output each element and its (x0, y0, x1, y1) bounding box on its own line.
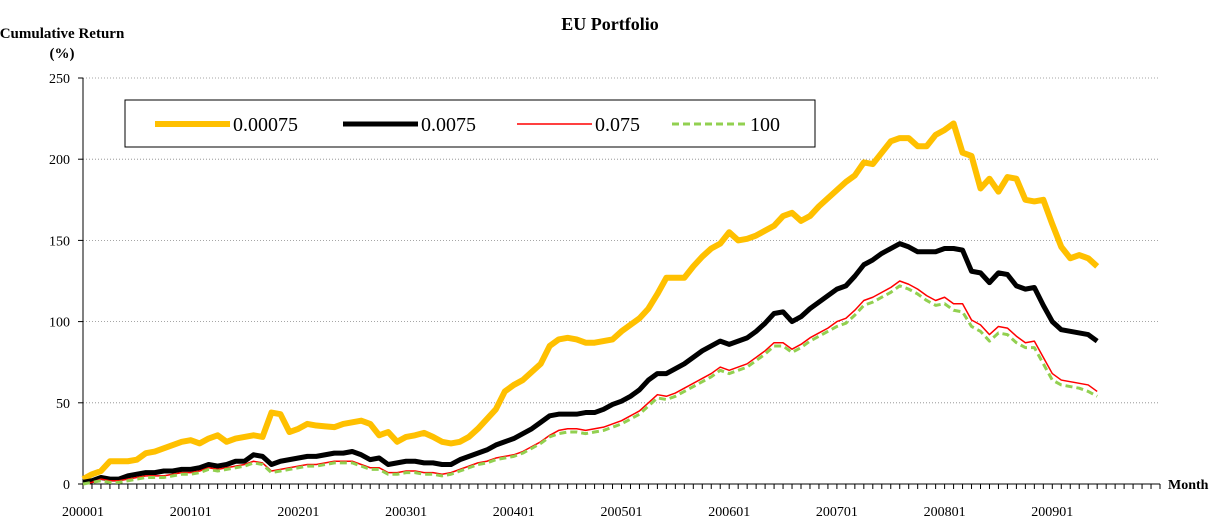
x-tick-label: 200601 (708, 505, 750, 520)
x-tick-label: 200401 (493, 505, 535, 520)
x-axis-label: Month (1168, 478, 1209, 493)
legend-label: 0.00075 (233, 114, 298, 136)
y-tick-label: 50 (56, 397, 70, 412)
x-tick-label: 200801 (924, 505, 966, 520)
legend-label: 0.0075 (421, 114, 476, 136)
legend-label: 100 (750, 114, 780, 136)
series-line (82, 284, 1098, 486)
x-tick-label: 200301 (385, 505, 427, 520)
x-tick-label: 200901 (1031, 505, 1073, 520)
x-tick-label: 200701 (816, 505, 858, 520)
x-tick-label: 200201 (277, 505, 319, 520)
series-line (82, 241, 1099, 485)
x-tick-label: 200001 (62, 505, 104, 520)
y-tick-label: 200 (49, 153, 70, 168)
chart-title: EU Portfolio (561, 14, 658, 34)
x-tick-label: 200101 (170, 505, 212, 520)
y-tick-label: 100 (49, 316, 70, 331)
y-tick-label: 0 (63, 478, 70, 493)
legend: 0.00075 0.0075 0.075 100 (124, 99, 816, 148)
y-axis-label: (%) (50, 46, 75, 62)
x-tick-label: 200501 (601, 505, 643, 520)
series-line (81, 120, 1100, 482)
y-axis-label: Cumulative Return (0, 26, 125, 42)
y-tick-label: 250 (49, 72, 70, 87)
legend-label: 0.075 (595, 114, 640, 136)
y-tick-label: 150 (49, 234, 70, 249)
series-line (82, 280, 1098, 485)
